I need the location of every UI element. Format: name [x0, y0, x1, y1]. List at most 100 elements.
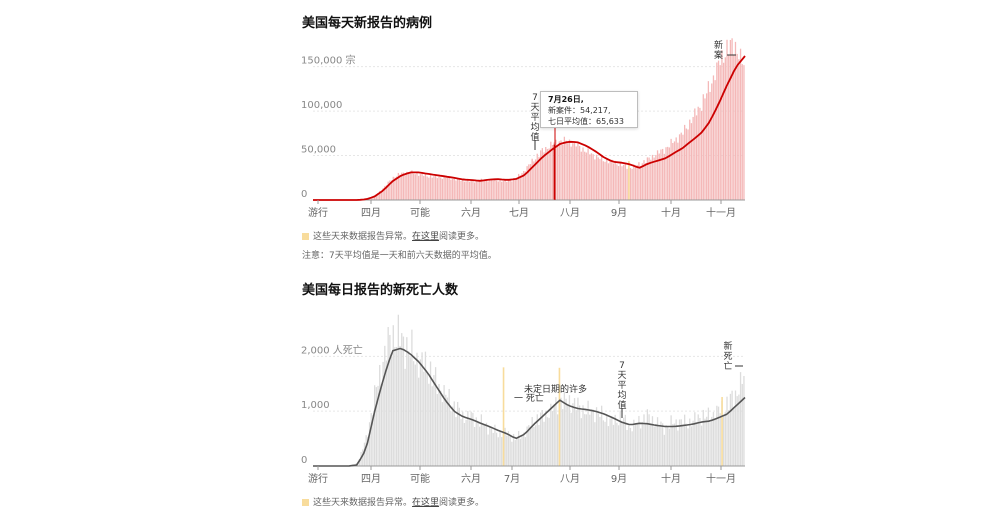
- bar: [623, 164, 625, 200]
- bar: [670, 138, 672, 200]
- bar: [606, 159, 608, 200]
- bar: [724, 57, 726, 200]
- bar: [731, 38, 733, 200]
- cases-chart-title: 美国每天新报告的病例: [302, 16, 433, 31]
- bar: [418, 175, 420, 200]
- bar: [457, 401, 459, 466]
- bar: [445, 177, 447, 200]
- bar: [384, 345, 386, 466]
- bar: [719, 413, 721, 466]
- bar: [724, 412, 726, 466]
- bar: [460, 419, 462, 466]
- bar: [507, 180, 510, 200]
- bar: [460, 180, 462, 200]
- bar: [650, 424, 652, 466]
- bar: [582, 405, 584, 466]
- bar: [558, 141, 560, 200]
- bar: [714, 80, 716, 200]
- bar: [545, 410, 547, 466]
- bar: [563, 136, 566, 200]
- bar: [643, 414, 645, 466]
- bar: [677, 430, 679, 466]
- bar: [501, 437, 503, 466]
- deaths-chart: 2,000 人死亡 1,000 0游行 四月 可能 六月 7月 八月 9月 十月 十一月 7天平均值 未…: [301, 314, 746, 485]
- anomaly-bar: [553, 144, 556, 200]
- bar: [394, 177, 396, 200]
- bar: [446, 178, 449, 200]
- bar: [404, 368, 406, 466]
- bar: [390, 180, 393, 200]
- bar: [611, 159, 613, 200]
- bar: [473, 182, 476, 200]
- bar: [602, 420, 604, 466]
- x-tick-label: 十一月: [706, 206, 736, 219]
- bar: [726, 396, 728, 466]
- bar: [733, 406, 735, 466]
- bar: [731, 390, 733, 466]
- bar: [512, 433, 515, 466]
- bar: [477, 421, 479, 466]
- bar: [601, 155, 603, 200]
- bar: [616, 422, 618, 466]
- bar: [524, 171, 527, 200]
- bar: [707, 407, 710, 466]
- bar: [468, 181, 471, 200]
- bar: [450, 411, 452, 466]
- bar: [614, 160, 616, 200]
- bar: [646, 409, 649, 466]
- bar: [433, 375, 435, 466]
- bar: [499, 430, 501, 466]
- bar: [668, 428, 671, 466]
- bar: [465, 419, 467, 466]
- bar: [699, 107, 701, 200]
- x-tick-label: 八月: [560, 473, 580, 485]
- bar: [739, 372, 742, 466]
- bar: [485, 179, 488, 200]
- bar: [560, 397, 562, 466]
- bar: [373, 195, 376, 200]
- bar: [517, 173, 520, 200]
- bar: [556, 414, 559, 466]
- bar: [492, 180, 494, 200]
- bar: [567, 143, 569, 200]
- bar: [673, 423, 676, 466]
- read-more-link[interactable]: 在这里: [412, 498, 440, 508]
- x-tick-label: 四月: [361, 473, 381, 485]
- tooltip-new-cases: 新案件：54,217,: [548, 106, 611, 115]
- bar: [582, 147, 584, 200]
- avg-annotation-char: 平: [617, 380, 626, 391]
- bar: [636, 165, 638, 200]
- bar: [458, 407, 460, 466]
- bar: [389, 334, 391, 466]
- tooltip-date: 7月26日,: [548, 95, 584, 104]
- read-more-link[interactable]: 在这里: [412, 232, 440, 242]
- bar: [418, 377, 420, 466]
- bar: [438, 176, 440, 200]
- bar: [563, 388, 566, 466]
- bar: [689, 418, 691, 466]
- bar: [521, 435, 523, 466]
- bar: [521, 173, 523, 200]
- bar: [526, 426, 528, 466]
- bar: [548, 417, 550, 466]
- bar: [604, 421, 606, 466]
- bar: [534, 425, 537, 466]
- bar: [707, 81, 710, 200]
- bar: [645, 424, 647, 466]
- bar: [512, 178, 515, 200]
- bar: [516, 177, 518, 200]
- bar: [734, 390, 737, 466]
- bar: [494, 424, 496, 466]
- bar: [668, 147, 671, 200]
- new-deaths-annotation-char: 亡: [723, 360, 732, 372]
- bar: [401, 172, 403, 200]
- bar: [384, 186, 386, 200]
- bar: [573, 141, 576, 200]
- bar: [570, 146, 572, 200]
- bar: [423, 175, 425, 200]
- bar: [467, 411, 469, 466]
- bar: [434, 367, 437, 466]
- bar: [697, 414, 699, 466]
- bar: [455, 417, 457, 466]
- bar: [540, 150, 542, 200]
